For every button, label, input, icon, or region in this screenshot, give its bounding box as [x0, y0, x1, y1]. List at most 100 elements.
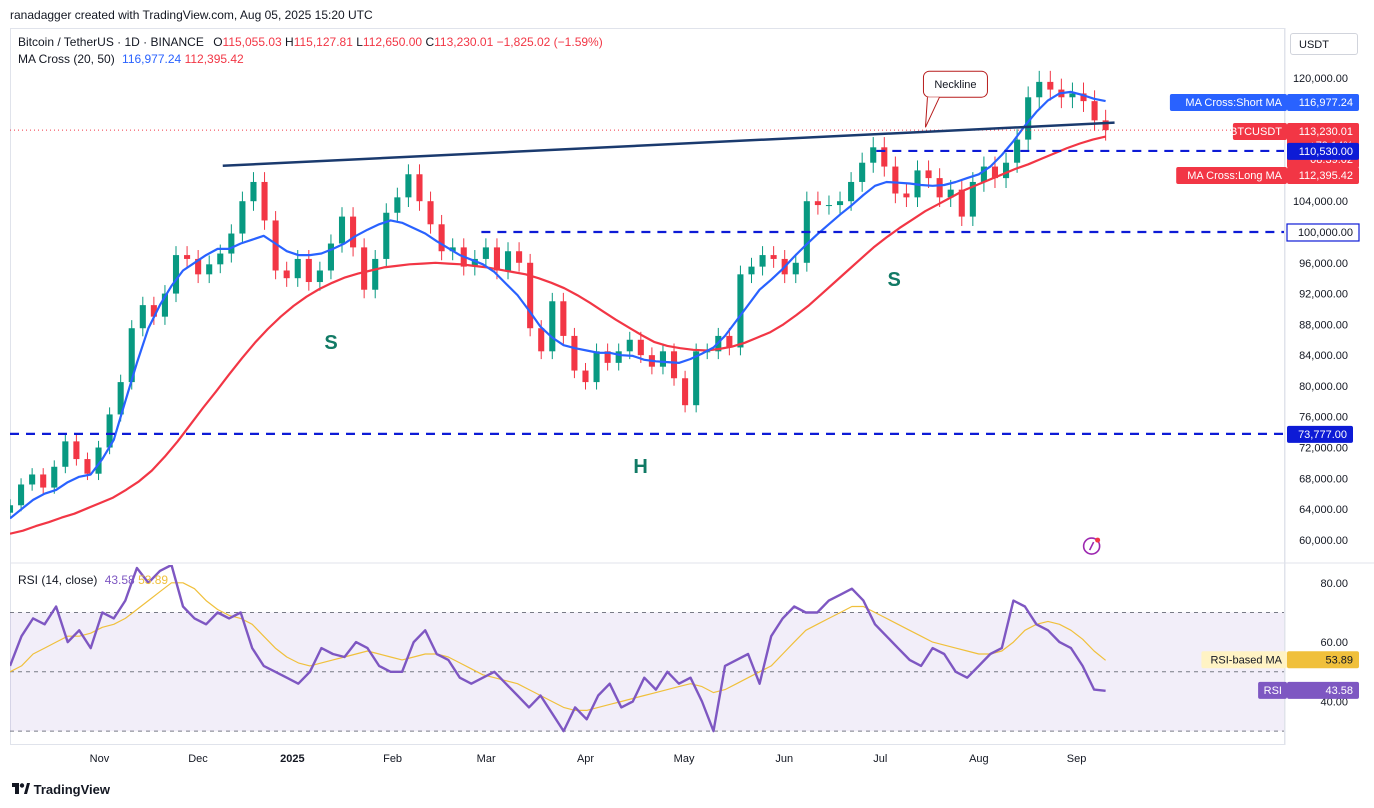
candle-body [449, 247, 456, 252]
level-tag-110530: 110,530.00 [1287, 142, 1359, 160]
last-price-tag-text: 113,230.01 [1299, 126, 1353, 138]
price-axis-tick: 60,000.00 [1299, 535, 1348, 547]
candle-body [172, 255, 180, 294]
candle-body [1047, 81, 1054, 90]
ma-short-value: 116,977.24 [122, 52, 182, 66]
symbol-legend[interactable]: Bitcoin / TetherUS · 1D · BINANCE O115,0… [18, 35, 603, 49]
price-axis-tick: 96,000.00 [1299, 258, 1348, 270]
ohlc-high: 115,127.81 [293, 35, 353, 49]
candle-body [693, 351, 700, 406]
candle-body [361, 247, 368, 290]
candle-body [272, 220, 279, 271]
candle-body [870, 147, 877, 163]
candle-body [726, 335, 733, 348]
candle-body [405, 174, 412, 198]
candle-body [217, 253, 224, 265]
candle-body [62, 441, 69, 467]
level-tag-73777-bg [1287, 425, 1353, 443]
candle-body [1102, 120, 1109, 131]
price-axis-tick: 120,000.00 [1293, 73, 1348, 85]
ohlc-low: 112,650.00 [362, 35, 423, 49]
ma-short-price-tag: 116,977.24 [1287, 94, 1359, 111]
rsi-side-label: RSI [1258, 681, 1287, 699]
ma-short-side-label: MA Cross:Short MA [1169, 94, 1287, 111]
chart-credit: ranadagger created with TradingView.com,… [10, 8, 373, 22]
candle-body [593, 351, 600, 383]
rsi-side-label-text: RSI [1264, 685, 1282, 697]
candle-body [150, 305, 157, 317]
candle-body [848, 181, 855, 202]
candle-body [305, 258, 312, 283]
candle-body [958, 189, 965, 217]
level-tag-73777: 73,777.00 [1287, 425, 1353, 443]
candle-body [748, 266, 755, 275]
rsi-side-label-bg [1258, 681, 1287, 699]
ma-short-price-tag-text: 116,977.24 [1299, 97, 1353, 109]
time-axis-label: Apr [577, 753, 594, 765]
candle-body [117, 382, 124, 415]
price-axis-tick: 84,000.00 [1299, 350, 1348, 362]
candle-body [836, 201, 844, 206]
ma-legend[interactable]: MA Cross (20, 50) 116,977.24 112,395.42 [18, 52, 244, 66]
rsi-ma-side-label: RSI-based MA [1201, 651, 1287, 669]
tradingview-logo[interactable]: TradingView [12, 782, 110, 797]
candle-body [206, 264, 213, 275]
rsi-axis-tick: 40.00 [1320, 696, 1348, 708]
ohlc-close-label: C [425, 35, 435, 49]
rsi-title: RSI (14, close) [18, 573, 98, 587]
ma-long-value: 112,395.42 [184, 52, 244, 66]
alert-clock-bolt [1088, 541, 1095, 551]
rsi-line [10, 565, 1106, 733]
candle-body [1002, 162, 1010, 179]
level-tag-100000-text: 100,000.00 [1298, 227, 1353, 239]
candle-body [571, 335, 578, 371]
ma-long-price-tag: 112,395.42 [1287, 167, 1359, 184]
neckline-label: Neckline [934, 79, 976, 91]
candle-body [250, 181, 257, 202]
ohlc-open: 115,055.03 [222, 35, 282, 49]
tradingview-logo-icon [12, 783, 30, 794]
candle-body [549, 301, 556, 352]
rsi-ma-side-label-bg [1201, 651, 1287, 669]
candle-body [560, 301, 567, 336]
candle-body [327, 243, 334, 271]
candle-body [283, 270, 290, 279]
candle-body [892, 166, 899, 194]
right-shoulder-label: S [887, 269, 900, 291]
candle-body [18, 484, 25, 506]
time-axis-label: Nov [90, 753, 110, 765]
rsi-ma-price-tag-bg [1287, 651, 1359, 669]
rsi-ma-line [10, 582, 1106, 712]
candle-body [161, 293, 168, 317]
rsi-pane [10, 565, 1284, 733]
rsi-legend[interactable]: RSI (14, close) 43.58 53.89 [18, 573, 168, 587]
candle-body [383, 212, 390, 259]
candle-body [1025, 97, 1032, 140]
symbol-title: Bitcoin / TetherUS · 1D · BINANCE [18, 35, 204, 49]
head-label: H [633, 456, 647, 478]
rsi-price-tag: 43.58 [1287, 681, 1359, 699]
candle-body [859, 162, 866, 182]
rsi-price-tag-bg [1287, 681, 1359, 699]
time-axis-label: Mar [477, 753, 496, 765]
candle-body [991, 166, 999, 179]
time-axis-label: Sep [1067, 753, 1087, 765]
candle-body [737, 274, 744, 348]
candle-body [372, 258, 379, 290]
neckline-callout-pointer [924, 96, 940, 128]
rsi-price-tag-text: 43.58 [1325, 685, 1353, 697]
tradingview-brand: TradingView [33, 782, 110, 797]
time-axis-label: Jun [775, 753, 793, 765]
candle-body [516, 251, 523, 263]
rsi-ma-side-label-text: RSI-based MA [1210, 654, 1282, 666]
rsi-ma-price-tag: 53.89 [1287, 651, 1359, 669]
candle-body [814, 201, 821, 206]
candle-body [195, 258, 202, 275]
currency-button[interactable]: USDT [1290, 33, 1358, 55]
candle-body [350, 216, 357, 248]
ma-short-side-label-text: MA Cross:Short MA [1185, 97, 1282, 109]
candle-body [1036, 81, 1043, 98]
time-axis-label: May [674, 753, 695, 765]
candle-body [139, 305, 146, 329]
